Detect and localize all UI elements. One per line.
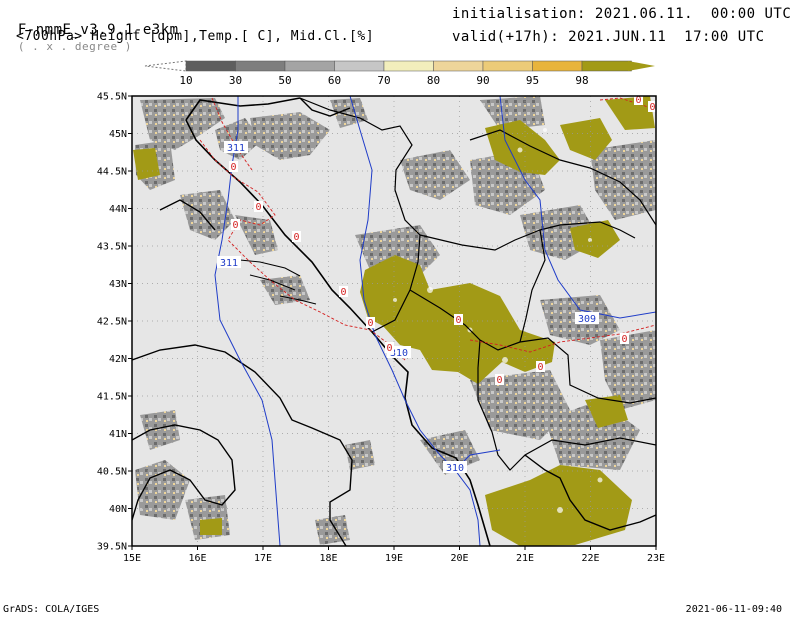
height-label-310-south: 310 [443, 461, 467, 474]
cloud-edge-highlights [393, 128, 603, 513]
svg-text:311: 311 [227, 143, 245, 154]
height-label-311-top: 311 [224, 141, 248, 154]
lat-label: 40.5N [97, 467, 127, 478]
lat-label: 44N [109, 204, 127, 215]
temp-label-bg [620, 333, 629, 344]
height-label-309: 309 [575, 312, 599, 325]
field-description: <700hPa> Height [dpm],Temp.[ C], Mid.Cl.… [16, 29, 375, 44]
lat-label: 43N [109, 279, 127, 290]
lat-label: 40N [109, 504, 127, 515]
colorbar-label: 50 [278, 74, 291, 87]
lon-label: 15E [123, 553, 141, 564]
lon-label: 16E [188, 553, 206, 564]
colorbar-label: 10 [179, 74, 192, 87]
coastlines-borders [132, 97, 656, 546]
svg-text:310: 310 [390, 348, 408, 359]
temp-zero-label: 0 [340, 287, 346, 298]
temp-zero-label: 0 [455, 315, 461, 326]
latitude-labels: 45.5N 45N 44.5N 44N 43.5N 43N 42.5N 42N 41.5N 41N… [97, 92, 132, 553]
colorbar-label: 70 [377, 74, 390, 87]
colorbar-boxes [185, 60, 632, 72]
temp-zero-label: 0 [255, 202, 261, 213]
temp-zero-label: 0 [537, 362, 543, 373]
colorbar: 10 30 50 60 70 80 90 95 98 [144, 60, 655, 87]
footer-timestamp: 2021-06-11-09:40 [685, 604, 782, 615]
temp-label-bg [648, 101, 657, 112]
temp-zero-label: 0 [635, 95, 641, 106]
temp-zero-label: 0 [496, 375, 502, 386]
colorbar-upper-arrow [628, 61, 655, 71]
colorbar-label: 98 [575, 74, 588, 87]
grid-note: ( . x . degree ) [17, 40, 132, 53]
lon-label: 17E [254, 553, 272, 564]
temp-label-bg [231, 219, 240, 230]
colorbar-labels: 10 30 50 60 70 80 90 95 98 [179, 74, 588, 87]
colorbar-label: 90 [476, 74, 489, 87]
temp-label-bg [229, 161, 238, 172]
temp-label-bg [339, 286, 348, 297]
temp-zero-label: 0 [649, 102, 655, 113]
svg-text:310: 310 [446, 463, 464, 474]
svg-text:309: 309 [578, 314, 596, 325]
colorbar-label: 80 [427, 74, 440, 87]
temp-zero-label: 0 [230, 162, 236, 173]
lat-label: 43.5N [97, 242, 127, 253]
colorbar-label: 30 [229, 74, 242, 87]
height-contours [214, 96, 656, 546]
lat-label: 39.5N [97, 542, 127, 553]
temp-label-bg [292, 231, 301, 242]
lat-label: 44.5N [97, 167, 127, 178]
lon-label: 21E [516, 553, 534, 564]
lon-label: 19E [385, 553, 403, 564]
lon-label: 18E [319, 553, 337, 564]
temp-label-bg [634, 94, 643, 105]
temp-label-bg [495, 374, 504, 385]
longitude-labels: 15E 16E 17E 18E 19E 20E 21E 22E 23E [123, 546, 665, 564]
temp-zero-label: 0 [386, 343, 392, 354]
svg-text:311: 311 [220, 258, 238, 269]
model-name: F-nmmE_v3.9.1-e3km [17, 22, 179, 38]
temp-zero-label: 0 [232, 220, 238, 231]
model-title: F-nmmE_v3.9.1-e3km ( . x . degree ) [0, 6, 179, 54]
temp-label-bg [254, 201, 263, 212]
lat-label: 41.5N [97, 392, 127, 403]
temp-zero-label: 0 [293, 232, 299, 243]
temp-zero-label: 0 [621, 334, 627, 345]
lat-label: 42N [109, 354, 127, 365]
lat-label: 45.5N [97, 92, 127, 103]
lat-label: 42.5N [97, 317, 127, 328]
lon-label: 20E [450, 553, 468, 564]
temp-label-bg [454, 314, 463, 325]
temp-zero-label: 0 [367, 318, 373, 329]
init-time: initialisation: 2021.06.11. 00:00 UTC [452, 6, 792, 22]
valid-time: valid(+17h): 2021.JUN.11 17:00 UTC [452, 29, 765, 45]
lat-label: 41N [109, 429, 127, 440]
colorbar-lower-arrow [144, 60, 187, 72]
lon-label: 23E [647, 553, 665, 564]
temp-label-bg [536, 361, 545, 372]
temp-label-bg [385, 342, 394, 353]
temp-label-bg [366, 317, 375, 328]
lon-label: 22E [581, 553, 599, 564]
lat-label: 45N [109, 129, 127, 140]
colorbar-label: 95 [526, 74, 539, 87]
footer-credit: GrADS: COLA/IGES [3, 604, 100, 615]
height-label-311-mid: 311 [217, 256, 241, 269]
colorbar-label: 60 [328, 74, 341, 87]
